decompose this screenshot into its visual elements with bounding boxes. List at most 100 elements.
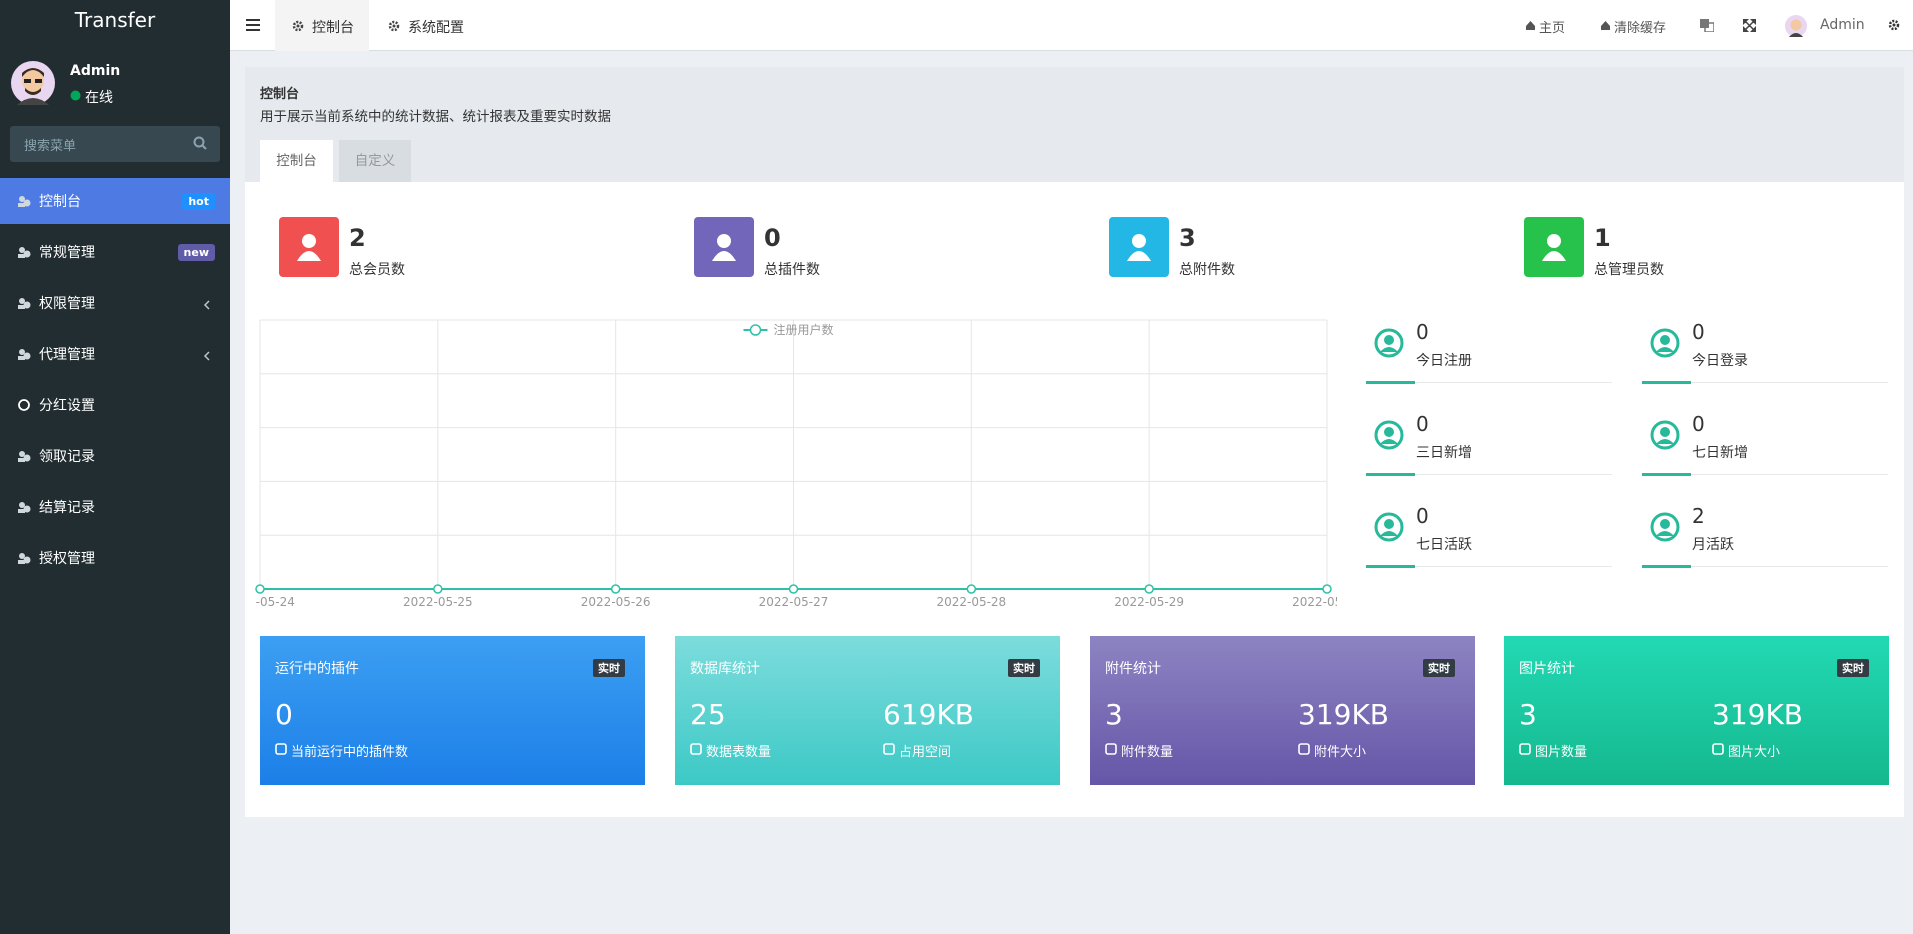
mini-stat-label: 今日注册 (1416, 353, 1472, 369)
menu-item[interactable] (0, 484, 230, 530)
mini-stat-accent (1366, 381, 1415, 384)
avatar (11, 61, 55, 105)
mini-stat-icon (1374, 328, 1404, 358)
card-badge: 实时 (593, 659, 625, 677)
x-tick-label: 2022-05-26 (581, 595, 651, 609)
mini-stat-value: 0 (1692, 320, 1705, 344)
mini-stat-rule (1366, 474, 1612, 475)
mini-stat-icon (1650, 512, 1680, 542)
card-value: 25 (690, 698, 726, 731)
menu-label: 领取记录 (39, 449, 95, 465)
x-tick-label: 2022-05-30 (1292, 595, 1337, 609)
x-tick-label: 2022-05-24 (255, 595, 295, 609)
menu-label: 常规管理 (39, 245, 95, 261)
menu-label: 权限管理 (39, 296, 95, 312)
mini-stat-icon (1650, 328, 1680, 358)
tab-icon (388, 20, 400, 32)
fullscreen-icon[interactable] (1743, 19, 1756, 32)
card-title: 附件统计 (1105, 661, 1161, 677)
menu-item[interactable] (0, 433, 230, 479)
menu-icon (18, 502, 31, 513)
x-tick-label: 2022-05-28 (936, 595, 1006, 609)
topbar (230, 0, 1913, 51)
mini-stat-rule (1642, 382, 1888, 383)
card-item-icon (690, 743, 702, 755)
card-title: 运行中的插件 (275, 661, 359, 677)
menu-arrow (203, 300, 210, 310)
menu-label: 控制台 (39, 194, 81, 210)
menu-toggle[interactable] (246, 19, 260, 31)
menu-item[interactable] (0, 331, 230, 377)
mini-stat-value: 2 (1692, 504, 1705, 528)
card-item-icon (1298, 743, 1310, 755)
mini-stat-accent (1642, 565, 1691, 568)
info-card (1090, 636, 1475, 785)
link-icon (1601, 21, 1610, 30)
card-item-icon (275, 743, 287, 755)
data-point (966, 584, 977, 594)
mini-stat-rule (1366, 566, 1612, 567)
topbar-link[interactable]: 清除缓存 (1614, 21, 1667, 36)
mini-stat-value: 0 (1692, 412, 1705, 436)
menu-item[interactable] (0, 280, 230, 326)
topbar-user[interactable]: Admin (1820, 17, 1865, 33)
card-item-icon (1105, 743, 1117, 755)
card-item-icon (1519, 743, 1531, 755)
panel-header (245, 67, 1904, 182)
mini-stat-icon (1650, 420, 1680, 450)
x-tick-label: 2022-05-29 (1114, 595, 1184, 609)
data-point (255, 584, 265, 594)
menu-item[interactable] (0, 535, 230, 581)
topbar-tab-label[interactable]: 系统配置 (408, 20, 464, 36)
card-title: 图片统计 (1519, 661, 1575, 677)
settings-icon[interactable] (1888, 19, 1902, 33)
mini-stat-label: 三日新增 (1416, 445, 1472, 461)
header-tab[interactable]: 自定义 (339, 140, 411, 182)
menu-badge: new (177, 244, 215, 261)
legend-label: 注册用户数 (774, 322, 834, 337)
stat-icon (1127, 234, 1151, 261)
data-point (788, 584, 799, 594)
mini-stat-accent (1642, 381, 1691, 384)
translate-icon[interactable] (1700, 19, 1714, 32)
menu-label: 分红设置 (39, 398, 95, 414)
card-label: 附件数量 (1121, 745, 1174, 760)
menu-label: 授权管理 (39, 551, 95, 567)
card-value: 619KB (883, 698, 975, 731)
card-label: 占用空间 (899, 745, 952, 760)
topbar-link[interactable]: 主页 (1539, 21, 1566, 36)
x-tick-label: 2022-05-27 (759, 595, 829, 609)
search-box[interactable] (10, 126, 220, 162)
header-tab[interactable]: 控制台 (260, 140, 333, 182)
legend-marker (749, 324, 762, 336)
card-value: 3 (1519, 698, 1537, 731)
search-icon (193, 136, 207, 150)
card-badge: 实时 (1423, 659, 1455, 677)
card-value: 319KB (1298, 698, 1390, 731)
info-card (1504, 636, 1889, 785)
user-name: Admin (70, 63, 121, 79)
data-point (1322, 584, 1332, 594)
mini-stat-value: 0 (1416, 320, 1429, 344)
stat-icon (1542, 234, 1566, 261)
stat-label: 总会员数 (349, 262, 405, 278)
topbar-tab[interactable] (275, 0, 369, 51)
mini-stat-rule (1642, 474, 1888, 475)
card-label: 附件大小 (1314, 745, 1367, 760)
menu-item[interactable] (0, 382, 230, 428)
user-avatar[interactable] (1785, 15, 1807, 37)
stat-icon (712, 234, 736, 261)
mini-stat-value: 0 (1416, 504, 1429, 528)
mini-stat-label: 今日登录 (1692, 353, 1748, 369)
card-badge: 实时 (1008, 659, 1040, 677)
tab-icon (292, 20, 304, 32)
stat-value: 0 (764, 224, 781, 252)
topbar-tab-label[interactable]: 控制台 (312, 20, 354, 36)
x-tick-label: 2022-05-25 (403, 595, 473, 609)
brand: Transfer (74, 8, 156, 32)
user-status: 在线 (85, 90, 113, 106)
menu-label: 代理管理 (39, 347, 95, 363)
card-badge: 实时 (1837, 659, 1869, 677)
stat-label: 总插件数 (764, 262, 820, 278)
